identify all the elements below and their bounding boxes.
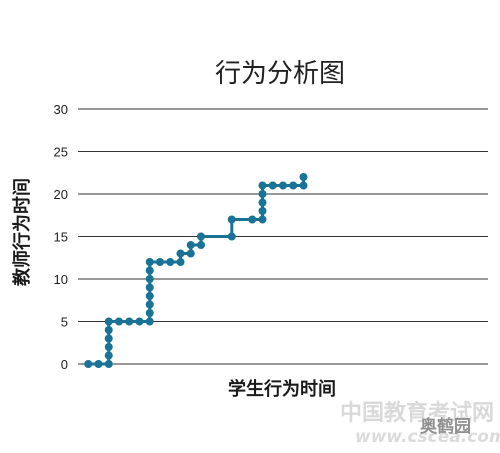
data-point bbox=[145, 309, 154, 317]
data-point bbox=[145, 275, 154, 283]
chart-title: 行为分析图 bbox=[215, 59, 345, 89]
x-axis-label: 学生行为时间 bbox=[228, 378, 336, 400]
data-point bbox=[104, 360, 113, 368]
y-tick-label: 30 bbox=[54, 102, 68, 117]
data-point bbox=[248, 215, 257, 224]
data-point bbox=[258, 207, 267, 215]
data-point bbox=[258, 181, 267, 190]
data-point bbox=[145, 300, 154, 309]
data-point bbox=[299, 173, 308, 181]
data-point bbox=[227, 232, 236, 241]
data-point bbox=[186, 249, 195, 258]
data-point bbox=[258, 215, 267, 224]
data-point bbox=[104, 334, 113, 343]
data-point bbox=[145, 317, 154, 326]
y-tick-label: 20 bbox=[54, 187, 68, 202]
y-tick-label: 0 bbox=[61, 357, 68, 372]
data-point bbox=[268, 181, 277, 190]
data-point bbox=[289, 181, 298, 190]
watermark-url: www.cscea.com bbox=[355, 427, 500, 447]
data-point bbox=[125, 317, 134, 326]
data-point bbox=[104, 317, 113, 326]
data-point bbox=[227, 215, 236, 224]
data-point bbox=[279, 181, 287, 190]
data-point bbox=[258, 198, 267, 207]
y-axis-ticks: 0 5 10 15 20 25 30 bbox=[54, 102, 68, 372]
watermark: 中国教育考试网 www.cscea.com 奥鹤园 bbox=[340, 400, 500, 447]
data-point bbox=[145, 283, 154, 292]
watermark-logo: 奥鹤园 bbox=[420, 416, 471, 437]
data-point bbox=[176, 258, 185, 266]
grid-lines bbox=[78, 108, 488, 365]
data-point bbox=[115, 317, 123, 326]
data-point bbox=[258, 190, 267, 198]
data-point bbox=[166, 258, 175, 266]
series-line bbox=[88, 177, 305, 366]
data-point bbox=[145, 258, 154, 266]
data-point bbox=[135, 317, 144, 326]
y-tick-label: 10 bbox=[54, 272, 68, 287]
data-point bbox=[104, 326, 113, 334]
data-point bbox=[197, 241, 205, 249]
data-point bbox=[299, 181, 308, 190]
watermark-chinese: 中国教育考试网 bbox=[340, 400, 494, 426]
data-point bbox=[145, 292, 154, 300]
data-point bbox=[104, 351, 113, 360]
data-point bbox=[176, 249, 185, 258]
y-tick-label: 5 bbox=[61, 315, 68, 330]
data-point bbox=[156, 258, 164, 266]
series-group bbox=[84, 173, 308, 368]
y-tick-label: 25 bbox=[54, 145, 68, 160]
y-axis-label: 教师行为时间 bbox=[11, 178, 33, 286]
data-point bbox=[145, 266, 154, 275]
data-point bbox=[197, 232, 205, 241]
data-point bbox=[84, 360, 93, 368]
data-point bbox=[94, 360, 103, 368]
y-tick-label: 15 bbox=[54, 230, 68, 245]
data-point bbox=[104, 343, 113, 351]
data-point bbox=[186, 241, 195, 249]
